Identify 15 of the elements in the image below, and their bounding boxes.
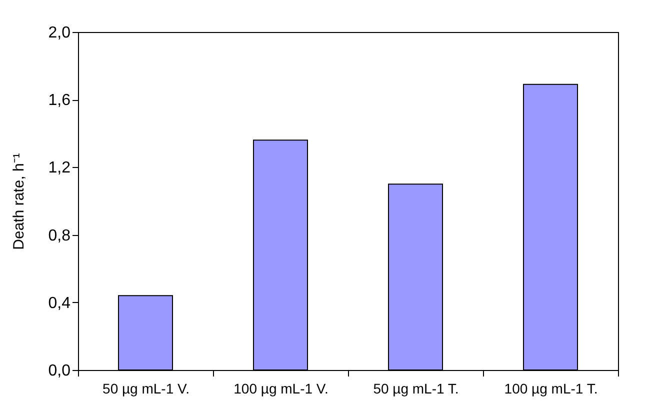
bar [253,140,308,370]
y-tick-label: 0,8 [48,227,71,244]
y-axis-title: Death rate, h⁻¹ [10,153,28,250]
bar [388,184,443,370]
bar [523,84,578,370]
x-tick-label: 100 µg mL-1 T. [504,380,598,396]
x-tick-label: 50 µg mL-1 V. [102,380,190,396]
y-tick-label: 1,2 [48,160,71,177]
y-tick-label: 2,0 [48,24,71,42]
y-tick-label: 0,4 [48,294,71,312]
y-tick-label: 1,6 [48,92,71,110]
bar [118,295,173,370]
y-tick-label: 0,0 [48,362,71,380]
x-tick-label: 50 µg mL-1 T. [373,380,459,396]
x-tick-label: 100 µg mL-1 V. [234,380,328,396]
